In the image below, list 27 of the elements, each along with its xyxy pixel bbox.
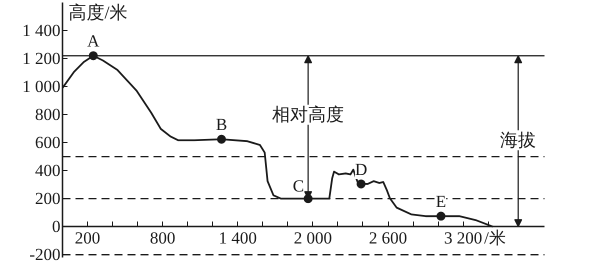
- y-axis-title: 高度/米: [68, 2, 128, 22]
- y-tick-label: 0: [52, 217, 60, 236]
- x-tick-label: 3 200: [444, 228, 482, 248]
- x-tick-label: 1 400: [218, 228, 257, 248]
- x-tick-label: 2 600: [368, 228, 408, 248]
- y-tick-label: -200: [29, 245, 61, 264]
- point: [436, 212, 446, 221]
- y-tick-label: 1 200: [22, 49, 60, 68]
- x-tick-label: 200: [74, 228, 100, 248]
- x-tick-label: 2 000: [294, 228, 332, 248]
- annotation: C: [292, 176, 304, 196]
- annotation: D: [354, 160, 368, 179]
- y-tick-label: 800: [35, 105, 60, 124]
- annotation: A: [87, 32, 100, 51]
- point: [356, 179, 366, 188]
- y-tick-label: 1 000: [22, 77, 60, 96]
- x-tick-label: 800: [150, 228, 176, 248]
- annotation: E: [436, 192, 446, 212]
- point: [216, 134, 226, 144]
- y-tick-label: 400: [35, 161, 60, 180]
- x-axis-title: /米: [484, 228, 506, 248]
- y-tick-label: 1 400: [22, 21, 60, 40]
- y-tick-label: 600: [35, 133, 60, 152]
- annotation: 相对高度: [272, 104, 344, 125]
- annotation: 海拔: [500, 130, 536, 150]
- annotation: B: [216, 115, 228, 134]
- y-tick-label: 200: [35, 189, 60, 208]
